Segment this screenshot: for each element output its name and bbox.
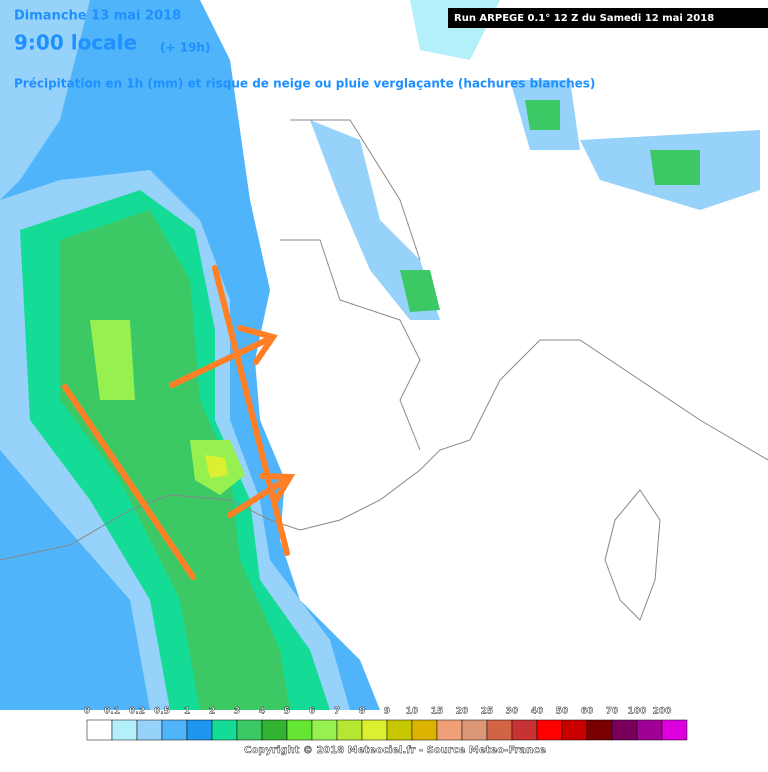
legend-label: 5 [284,707,290,717]
legend-label: 7 [334,707,340,717]
legend-label: 10 [406,707,419,717]
legend-swatch [386,719,413,741]
legend-swatch [361,719,388,741]
legend-label: 1 [184,707,190,717]
legend-label: 20 [456,707,469,717]
borders [0,119,768,621]
legend-label: 60 [581,707,594,717]
legend-label: 15 [431,707,444,717]
legend-label: 70 [606,707,619,717]
legend-swatch [436,719,463,741]
legend-label: 9 [384,707,390,717]
legend-label: 25 [481,707,494,717]
legend-label: 3 [234,707,240,717]
legend-swatch [461,719,488,741]
precipitation [0,0,760,710]
legend-label: 8 [359,707,365,717]
legend-label: 40 [531,707,544,717]
legend-swatch [586,719,613,741]
legend-label: 6 [309,707,315,717]
legend-label: 0.5 [154,707,170,717]
legend-swatch [661,719,688,741]
legend-swatch [136,719,163,741]
copyright: Copyright © 2018 Meteociel.fr - Source M… [244,745,546,756]
legend-swatch [261,719,288,741]
run-label: Run ARPEGE 0.1° 12 Z du Samedi 12 mai 20… [454,13,714,24]
legend-swatch [286,719,313,741]
subtitle: Précipitation en 1h (mm) et risque de ne… [14,77,595,91]
legend-swatch [486,719,513,741]
legend-swatch [111,719,138,741]
time-label: 9:00 locale [14,31,137,55]
legend-swatch [86,719,113,741]
legend-swatch [636,719,663,741]
legend-label: 0.2 [129,707,145,717]
legend-swatch [336,719,363,741]
legend-swatch [311,719,338,741]
legend-label: 100 [628,707,647,717]
legend-swatch [561,719,588,741]
legend-swatch [611,719,638,741]
legend-swatch [236,719,263,741]
lead-label: (+ 19h) [160,41,210,55]
legend-swatch [161,719,188,741]
arrows [62,265,296,580]
legend-label: 200 [653,707,672,717]
legend-label: 0.1 [104,707,120,717]
legend-label: 50 [556,707,569,717]
legend: 0 0.1 0.2 0.5 1 2 3 4 5 6 7 8 9 10 15 20 25 30 40 50 60 70 100… [84,706,688,741]
legend-label: 30 [506,707,519,717]
legend-label: 0 [84,707,90,717]
legend-label: 4 [259,707,265,717]
legend-swatch [511,719,538,741]
run-box [448,8,768,28]
legend-swatch [211,719,238,741]
legend-swatch [536,719,563,741]
legend-swatch [186,719,213,741]
day-label: Dimanche 13 mai 2018 [14,9,181,24]
legend-swatch [411,719,438,741]
legend-label: 2 [209,707,215,717]
